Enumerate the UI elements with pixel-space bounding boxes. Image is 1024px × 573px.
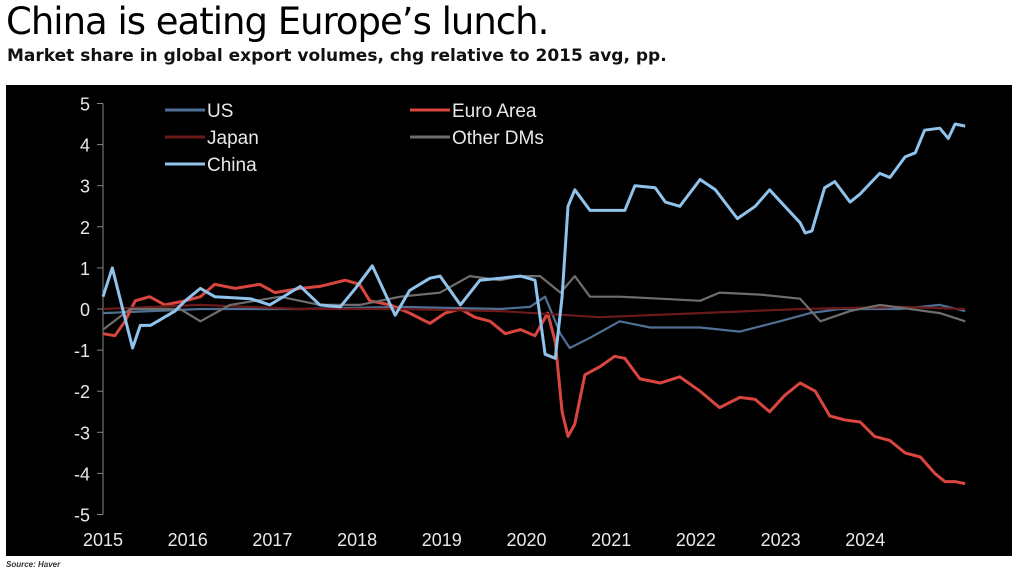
- x-tick-label: 2017: [252, 530, 292, 550]
- x-tick-label: 2020: [506, 530, 546, 550]
- legend-label: Japan: [207, 128, 259, 149]
- y-tick-label: -3: [74, 423, 90, 443]
- x-tick-label: 2018: [337, 530, 377, 550]
- source-note: Source: Haver: [6, 560, 61, 569]
- x-tick-label: 2019: [422, 530, 462, 550]
- y-tick-label: -1: [74, 341, 90, 361]
- x-tick-label: 2023: [761, 530, 801, 550]
- x-tick-label: 2015: [83, 530, 123, 550]
- x-tick-label: 2016: [168, 530, 208, 550]
- series-line-euro-area: [102, 278, 966, 486]
- y-tick-label: 2: [80, 218, 90, 238]
- chart-subtitle: Market share in global export volumes, c…: [7, 46, 667, 66]
- y-tick-label: 0: [80, 300, 90, 320]
- y-tick-label: 4: [80, 136, 90, 156]
- y-tick-label: 5: [80, 95, 90, 115]
- chart-title: China is eating Europe’s lunch.: [6, 0, 549, 43]
- x-tick-label: 2022: [676, 530, 716, 550]
- series-line-us: [102, 295, 966, 350]
- series-line-japan: [102, 303, 966, 319]
- y-tick-label: 3: [80, 177, 90, 197]
- y-tick-label: -2: [74, 382, 90, 402]
- y-tick-label: -4: [74, 464, 90, 484]
- y-tick-label: -5: [74, 506, 90, 526]
- x-tick-label: 2021: [591, 530, 631, 550]
- legend-label: US: [207, 101, 233, 122]
- legend-label: Other DMs: [452, 128, 544, 149]
- legend-label: China: [207, 155, 257, 176]
- series-line-other-dms: [102, 275, 966, 331]
- x-tick-label: 2024: [845, 530, 885, 550]
- y-tick-label: 1: [80, 259, 90, 279]
- legend-label: Euro Area: [452, 101, 537, 122]
- series-line-china: [101, 122, 966, 360]
